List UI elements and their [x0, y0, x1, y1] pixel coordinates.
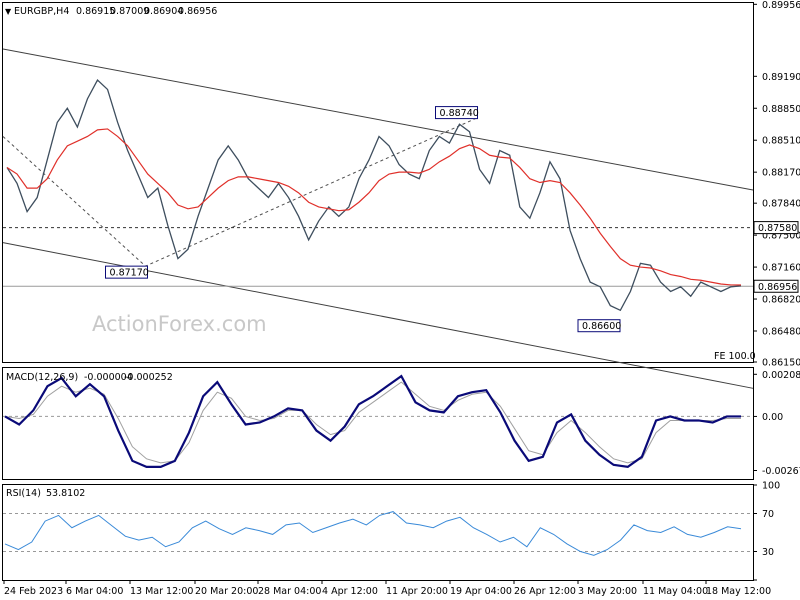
price-axis-tick-label: 0.88850: [762, 104, 800, 115]
x-axis-tick-label: 18 May 12:00: [706, 586, 771, 597]
price-axis-tick-label: 0.86150: [762, 358, 800, 369]
x-axis-tick-label: 11 May 04:00: [643, 586, 708, 597]
pivot-label-box: [577, 319, 621, 333]
x-axis-tick-label: 19 Apr 04:00: [450, 586, 512, 597]
price-axis-tick-label: 0.88510: [762, 136, 800, 147]
pivot-label: 0.86600: [582, 321, 621, 332]
x-axis-tick-label: 20 Mar 20:00: [195, 586, 258, 597]
x-axis-tick-label: 13 Mar 12:00: [130, 586, 193, 597]
macd-axis-tick-label: 0.00: [762, 412, 783, 423]
pivot-label: 0.87170: [110, 268, 149, 279]
price-panel: 0.89956 0.89190 0.88850 0.88510 0.88170 0.878…: [2, 0, 800, 389]
price-axis-tick-label: 0.86820: [762, 295, 800, 306]
price-axis-tick-label: 0.87840: [762, 199, 800, 210]
level-tag-box: [753, 279, 799, 293]
macd-panel: 0.002088 0.00 -0.002679: [3, 370, 800, 477]
rsi-panel-frame: [2, 484, 754, 581]
rsi-axis-tick-label: 30: [762, 547, 774, 558]
title-dropdown-icon[interactable]: ▼: [5, 7, 12, 16]
price-axis-tick-label: 0.86480: [762, 326, 800, 337]
price-line: [6, 79, 742, 312]
price-panel-frame: [2, 2, 754, 363]
rsi-header-value: 53.8102: [46, 488, 85, 499]
x-axis-tick-label: 6 Mar 04:00: [66, 586, 123, 597]
x-axis-tick-label: 28 Mar 04:00: [258, 586, 321, 597]
rsi-axis-tick-label: 100: [762, 481, 780, 492]
x-axis: 24 Feb 2023 6 Mar 04:00 13 Mar 12:00 20 Mar…: [3, 580, 771, 597]
moving-average-line: [6, 128, 741, 286]
level-tag-label: 0.87580: [758, 223, 797, 234]
fe-label: FE 100.0: [714, 351, 756, 362]
macd-axis-tick-label: -0.002679: [762, 466, 800, 477]
channel-upper-line: [2, 48, 754, 191]
pivot-label-box: [105, 265, 148, 279]
x-axis-tick-label: 11 Apr 20:00: [386, 586, 448, 597]
price-header-close: 0.86956: [178, 6, 217, 17]
x-axis-tick-label: 4 Apr 12:00: [322, 586, 378, 597]
macd-header-value-1: -0.000004: [84, 372, 133, 383]
level-tag-label: 0.86956: [758, 282, 797, 293]
rsi-line: [4, 511, 742, 556]
watermark: ActionForex.com: [92, 312, 267, 336]
macd-line: [4, 374, 741, 469]
price-header-low: 0.86904: [144, 6, 183, 17]
fib-projection-line: [2, 118, 476, 267]
rsi-title: RSI(14): [6, 488, 41, 499]
price-axis-tick-label: 0.87500: [762, 231, 800, 242]
pivot-label-box: [435, 106, 478, 120]
price-header-open: 0.86915: [76, 6, 115, 17]
price-axis-tick-label: 0.89190: [762, 72, 800, 83]
price-axis-tick-label: 0.88170: [762, 168, 800, 179]
x-axis-tick-label: 3 May 20:00: [578, 586, 637, 597]
pivot-label: 0.88740: [440, 108, 479, 119]
x-axis-tick-label: 24 Feb 2023: [4, 586, 63, 597]
price-axis-tick-label: 0.89956: [762, 0, 800, 11]
macd-panel-frame: [2, 367, 754, 480]
price-header-high: 0.87009: [110, 6, 149, 17]
chart-symbol: EURGBP,H4: [14, 6, 69, 17]
macd-signal-line: [4, 381, 741, 464]
x-axis-tick-label: 26 Apr 12:00: [514, 586, 576, 597]
rsi-axis-tick-label: 70: [762, 509, 774, 520]
rsi-panel: 100 70 30: [3, 481, 780, 581]
macd-title: MACD(12,26,9): [6, 372, 78, 383]
price-axis-tick-label: 0.87160: [762, 263, 800, 274]
macd-header-value-2: -0.000252: [124, 372, 173, 383]
level-tag-box: [753, 221, 799, 235]
macd-axis-tick-label: 0.002088: [762, 370, 800, 381]
